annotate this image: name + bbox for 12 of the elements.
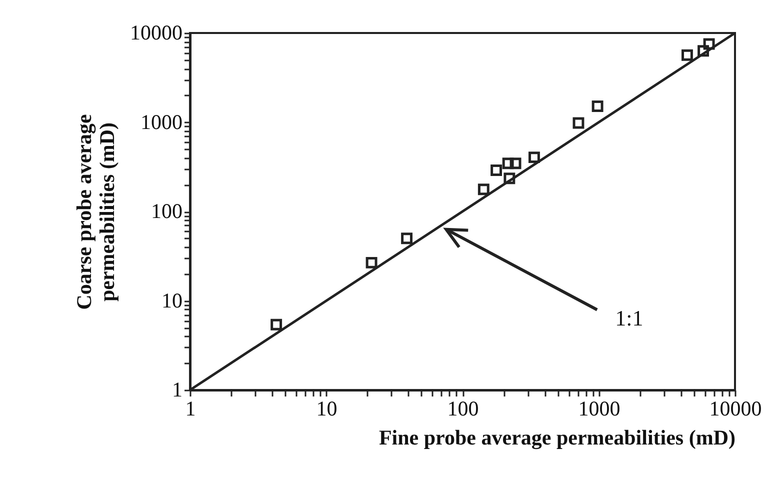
y-tick-label: 1000 xyxy=(140,110,182,134)
x-tick-label: 10 xyxy=(316,396,338,420)
y-tick-label: 100 xyxy=(151,199,182,223)
annotation: 1:1 xyxy=(615,306,644,331)
x-axis-title: Fine probe average permeabilities (mD) xyxy=(378,426,736,450)
y-tick-label: 1 xyxy=(172,378,182,402)
y-axis-title: Coarse probe average permeabilities (mD) xyxy=(72,114,119,310)
y-tick-label: 10 xyxy=(162,288,182,312)
x-tick-label: 1000 xyxy=(578,396,620,420)
x-tick-label: 10000 xyxy=(709,396,762,420)
x-tick-label: 100 xyxy=(447,396,479,420)
y-tick-label: 10000 xyxy=(130,20,182,44)
